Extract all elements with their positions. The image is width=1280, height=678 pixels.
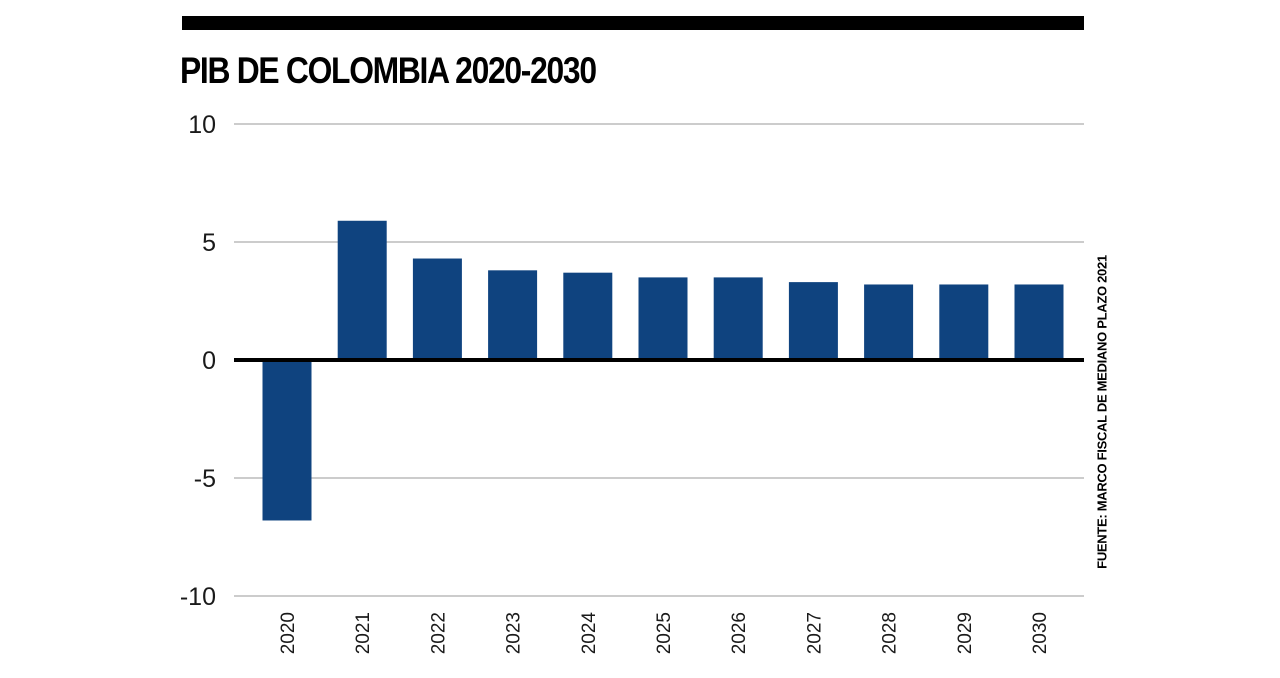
- x-axis-ticks: 2020 2021 2022 2023 2024 2025 2026 2027 2028 2029…: [278, 612, 1051, 655]
- bar-2025: [638, 277, 688, 360]
- x-tick-label: 2026: [729, 612, 750, 654]
- y-tick-label: 5: [202, 229, 216, 257]
- bar-2029: [939, 284, 989, 360]
- y-tick-label: -5: [194, 465, 216, 493]
- bar-2020: [262, 360, 312, 521]
- x-tick-label: 2028: [880, 612, 901, 654]
- bars: [262, 220, 1064, 521]
- chart-title: PIB DE COLOMBIA 2020-2030: [180, 50, 597, 91]
- x-tick-label: 2027: [804, 612, 825, 654]
- bar-2028: [864, 284, 914, 360]
- x-tick-label: 2024: [579, 612, 600, 655]
- source-note: FUENTE: MARCO FISCAL DE MEDIANO PLAZO 20…: [1094, 255, 1110, 569]
- y-tick-label: 0: [202, 347, 216, 375]
- bar-2026: [713, 277, 763, 360]
- top-rule: [182, 16, 1084, 30]
- y-tick-label: 10: [188, 111, 216, 139]
- bar-2022: [412, 258, 462, 360]
- x-tick-label: 2023: [504, 612, 525, 654]
- x-tick-label: 2022: [428, 612, 449, 654]
- bar-2023: [488, 270, 538, 360]
- bar-2024: [563, 272, 613, 360]
- x-tick-label: 2029: [955, 612, 976, 654]
- bar-2030: [1014, 284, 1064, 360]
- x-tick-label: 2030: [1030, 612, 1051, 654]
- x-tick-label: 2020: [278, 612, 299, 654]
- x-tick-label: 2021: [353, 612, 374, 654]
- bar-2027: [788, 282, 838, 360]
- x-tick-label: 2025: [654, 612, 675, 654]
- y-axis-ticks: 10 5 0 -5 -10: [180, 111, 216, 611]
- bar-2021: [337, 220, 387, 360]
- y-tick-label: -10: [180, 583, 216, 611]
